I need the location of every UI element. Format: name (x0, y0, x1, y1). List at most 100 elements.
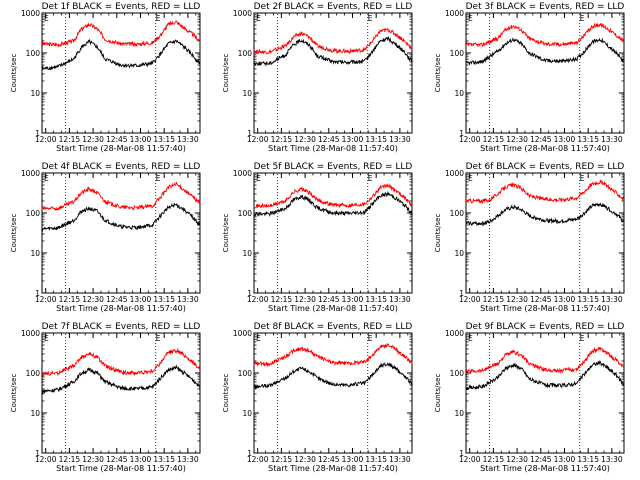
x-tick-label: 13:00 (554, 455, 576, 464)
x-tick-label: 13:30 (177, 135, 199, 144)
x-tick-label: 13:30 (601, 455, 623, 464)
event-marker: E (256, 334, 261, 343)
y-axis-label: Counts/sec (434, 54, 442, 93)
x-tick-label: 13:30 (601, 135, 623, 144)
series-lld-line (41, 181, 201, 211)
x-tick-label: 12:00 (35, 455, 57, 464)
plot-frame (41, 172, 201, 294)
event-marker: E (156, 14, 161, 23)
x-tick-label: 12:30 (82, 135, 104, 144)
x-tick-label: 12:30 (294, 135, 316, 144)
plot-frame (465, 172, 625, 294)
plot-frame (41, 332, 201, 454)
x-tick-label: 13:30 (601, 295, 623, 304)
chart-panel-7: Det 7f BLACK = Events, RED = LLD 1 10 100 10… (10, 322, 201, 473)
x-tick-label: 12:15 (271, 135, 293, 144)
x-tick-label: 12:45 (530, 135, 552, 144)
series-lld-line (253, 27, 413, 55)
x-tick-label: 13:15 (577, 455, 599, 464)
y-tick-label: 1 (35, 449, 40, 458)
x-axis-label: Start Time (28-Mar-08 11:57:40) (480, 464, 610, 473)
event-marker: E (368, 174, 373, 183)
plot-frame (465, 12, 625, 134)
x-tick-label: 13:30 (389, 135, 411, 144)
event-marker: E (368, 14, 373, 23)
plot-frame (41, 12, 201, 134)
x-tick-label: 12:15 (483, 455, 505, 464)
chart-title: Det 4f BLACK = Events, RED = LLD (42, 162, 201, 172)
chart-title: Det 1f BLACK = Events, RED = LLD (42, 2, 201, 12)
series-lld-line (41, 20, 201, 48)
event-marker: E (156, 334, 161, 343)
y-tick-label: 10 (242, 409, 252, 418)
y-tick-label: 100 (450, 49, 465, 58)
y-tick-label: 1 (247, 129, 252, 138)
x-tick-label: 13:00 (554, 295, 576, 304)
series-events-line (41, 202, 201, 233)
y-tick-label: 1 (35, 289, 40, 298)
series-lld-line (465, 346, 625, 375)
chart-panel-8: Det 8f BLACK = Events, RED = LLD 1 10 100 10… (222, 322, 413, 473)
x-tick-label: 12:30 (294, 295, 316, 304)
event-marker: E (580, 174, 585, 183)
y-tick-label: 10 (454, 409, 464, 418)
chart-panel-1: Det 1f BLACK = Events, RED = LLD 1 10 100 10… (10, 2, 201, 153)
series-lld-line (253, 183, 413, 209)
chart-panel-9: Det 9f BLACK = Events, RED = LLD 1 10 100 10… (434, 322, 625, 473)
event-marker: E (256, 14, 261, 23)
chart-panel-6: Det 6f BLACK = Events, RED = LLD 1 10 100 10… (434, 162, 625, 313)
y-tick-label: 100 (450, 209, 465, 218)
series-events-line (253, 362, 413, 389)
y-tick-label: 1000 (445, 9, 464, 18)
y-tick-label: 1 (35, 129, 40, 138)
x-tick-label: 13:00 (554, 135, 576, 144)
y-tick-label: 100 (238, 209, 253, 218)
x-tick-label: 13:15 (577, 135, 599, 144)
y-tick-label: 10 (242, 249, 252, 258)
y-tick-label: 10 (30, 89, 40, 98)
y-tick-label: 10 (242, 89, 252, 98)
y-tick-label: 1 (459, 449, 464, 458)
y-tick-label: 100 (26, 49, 41, 58)
x-tick-label: 12:15 (271, 295, 293, 304)
x-axis-label: Start Time (28-Mar-08 11:57:40) (480, 304, 610, 313)
event-marker: E (468, 14, 473, 23)
y-axis-label: Counts/sec (10, 214, 18, 253)
x-axis-label: Start Time (28-Mar-08 11:57:40) (56, 304, 186, 313)
x-tick-label: 12:45 (318, 135, 340, 144)
x-tick-label: 13:00 (342, 135, 364, 144)
series-lld-line (465, 179, 625, 204)
x-tick-label: 12:45 (318, 455, 340, 464)
chart-panel-2: Det 2f BLACK = Events, RED = LLD 1 10 100 10… (222, 2, 413, 153)
y-tick-label: 1000 (445, 329, 464, 338)
chart-title: Det 3f BLACK = Events, RED = LLD (466, 2, 625, 12)
y-tick-label: 1000 (445, 169, 464, 178)
x-tick-label: 12:00 (459, 295, 481, 304)
y-axis-label: Counts/sec (10, 54, 18, 93)
event-marker: E (468, 174, 473, 183)
chart-title: Det 6f BLACK = Events, RED = LLD (466, 162, 625, 172)
series-events-line (465, 37, 625, 66)
x-tick-label: 12:45 (106, 295, 128, 304)
y-axis-label: Counts/sec (222, 54, 230, 93)
x-tick-label: 13:00 (130, 135, 152, 144)
y-axis-label: Counts/sec (10, 374, 18, 413)
y-tick-label: 1000 (21, 169, 40, 178)
x-tick-label: 13:30 (389, 455, 411, 464)
x-axis-label: Start Time (28-Mar-08 11:57:40) (480, 144, 610, 153)
x-tick-label: 12:00 (247, 455, 269, 464)
y-axis-label: Counts/sec (434, 214, 442, 253)
x-tick-label: 13:30 (389, 295, 411, 304)
x-tick-label: 13:30 (177, 455, 199, 464)
chart-panel-5: Det 5f BLACK = Events, RED = LLD 1 10 100 10… (222, 162, 413, 313)
x-tick-label: 12:30 (506, 455, 528, 464)
series-lld-line (465, 22, 625, 48)
chart-title: Det 9f BLACK = Events, RED = LLD (466, 322, 625, 332)
event-marker: E (156, 174, 161, 183)
series-events-line (254, 190, 413, 218)
y-tick-label: 1 (459, 129, 464, 138)
x-tick-label: 12:00 (247, 135, 269, 144)
y-tick-label: 1000 (233, 329, 252, 338)
chart-panel-3: Det 3f BLACK = Events, RED = LLD 1 10 100 10… (434, 2, 625, 153)
x-axis-label: Start Time (28-Mar-08 11:57:40) (56, 144, 186, 153)
